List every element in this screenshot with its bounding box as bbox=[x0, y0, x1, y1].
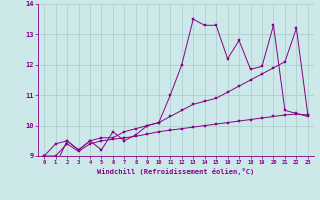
X-axis label: Windchill (Refroidissement éolien,°C): Windchill (Refroidissement éolien,°C) bbox=[97, 168, 255, 175]
